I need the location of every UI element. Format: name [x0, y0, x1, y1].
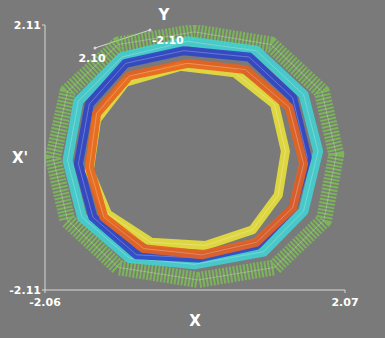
ring-highlight — [89, 63, 303, 255]
x-tick-label: -2.06 — [29, 296, 61, 309]
chart: -2.06 2.07 -2.11 2.11 2.10 -2.10 X X' Y — [0, 0, 385, 338]
ring-band — [68, 41, 319, 264]
x-tick — [345, 290, 346, 293]
z-axis-label: Y — [158, 6, 171, 24]
ring-band — [89, 63, 303, 255]
x-axis — [45, 290, 345, 291]
x-tick-label: 2.07 — [331, 296, 358, 309]
z-tick-label: 2.10 — [78, 52, 105, 65]
ring-highlight — [53, 32, 336, 280]
z-tick-label: -2.10 — [152, 34, 184, 47]
ring-highlight — [68, 41, 319, 264]
z-tick — [149, 29, 152, 32]
y-axis-label: X' — [12, 149, 28, 167]
plot-area — [53, 32, 336, 280]
background — [0, 0, 385, 338]
y-tick — [42, 25, 45, 26]
y-tick-label: -2.11 — [9, 284, 41, 297]
ring-band — [53, 32, 336, 280]
y-tick — [42, 290, 45, 291]
ring-band — [78, 51, 307, 258]
z-tick — [94, 47, 97, 50]
x-axis-label: X — [189, 312, 201, 330]
ring-highlight — [78, 51, 307, 258]
y-tick-label: 2.11 — [14, 19, 41, 32]
